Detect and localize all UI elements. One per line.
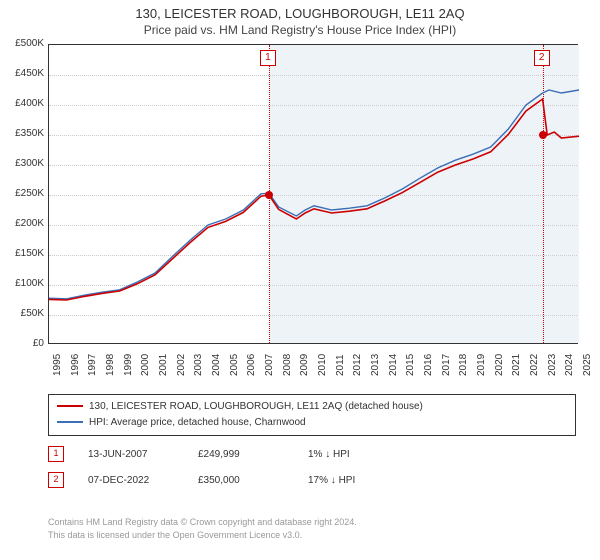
footer-line-2: This data is licensed under the Open Gov… — [48, 529, 580, 542]
x-tick-label: 2023 — [547, 354, 558, 376]
sale-table-row: 1 13-JUN-2007£249,9991% ↓ HPI — [48, 446, 580, 462]
sale-badge: 1 — [48, 446, 64, 462]
x-tick-label: 2000 — [140, 354, 151, 376]
x-tick-label: 2010 — [317, 354, 328, 376]
y-tick-label: £450K — [6, 68, 44, 79]
x-tick-label: 2002 — [176, 354, 187, 376]
sale-price: £249,999 — [198, 449, 308, 460]
x-tick-label: 2014 — [388, 354, 399, 376]
y-tick-label: £50K — [6, 308, 44, 319]
legend-label: 130, LEICESTER ROAD, LOUGHBOROUGH, LE11 … — [89, 401, 423, 412]
series-property — [49, 99, 579, 300]
sale-point-dot — [265, 191, 273, 199]
y-tick-label: £150K — [6, 248, 44, 259]
sale-delta: 17% ↓ HPI — [308, 475, 418, 486]
x-tick-label: 1995 — [52, 354, 63, 376]
sale-price: £350,000 — [198, 475, 308, 486]
x-tick-label: 2022 — [529, 354, 540, 376]
x-tick-label: 1999 — [123, 354, 134, 376]
x-tick-label: 2004 — [211, 354, 222, 376]
legend-row: HPI: Average price, detached house, Char… — [57, 415, 567, 431]
y-tick-label: £300K — [6, 158, 44, 169]
sale-point-dot — [539, 131, 547, 139]
series-hpi — [49, 90, 579, 299]
title-line-2: Price paid vs. HM Land Registry's House … — [0, 23, 600, 37]
y-tick-label: £400K — [6, 98, 44, 109]
x-tick-label: 2008 — [282, 354, 293, 376]
sale-marker: 2 — [534, 50, 550, 66]
chart-plot-area — [48, 44, 578, 344]
x-tick-label: 2025 — [582, 354, 593, 376]
y-tick-label: £250K — [6, 188, 44, 199]
footer: Contains HM Land Registry data © Crown c… — [48, 516, 580, 542]
sale-badge: 2 — [48, 472, 64, 488]
x-tick-label: 2005 — [229, 354, 240, 376]
sale-date: 13-JUN-2007 — [88, 449, 198, 460]
x-tick-label: 2006 — [246, 354, 257, 376]
title-line-1: 130, LEICESTER ROAD, LOUGHBOROUGH, LE11 … — [0, 6, 600, 21]
legend-label: HPI: Average price, detached house, Char… — [89, 417, 306, 428]
x-tick-label: 1997 — [87, 354, 98, 376]
x-tick-label: 2012 — [352, 354, 363, 376]
x-tick-label: 1998 — [105, 354, 116, 376]
x-tick-label: 2003 — [193, 354, 204, 376]
x-tick-label: 1996 — [70, 354, 81, 376]
x-tick-label: 2016 — [423, 354, 434, 376]
x-tick-label: 2024 — [564, 354, 575, 376]
x-tick-label: 2001 — [158, 354, 169, 376]
y-tick-label: £350K — [6, 128, 44, 139]
x-tick-label: 2015 — [405, 354, 416, 376]
y-tick-label: £100K — [6, 278, 44, 289]
footer-line-1: Contains HM Land Registry data © Crown c… — [48, 516, 580, 529]
y-tick-label: £500K — [6, 38, 44, 49]
x-tick-label: 2020 — [494, 354, 505, 376]
legend-row: 130, LEICESTER ROAD, LOUGHBOROUGH, LE11 … — [57, 399, 567, 415]
x-tick-label: 2017 — [441, 354, 452, 376]
x-tick-label: 2011 — [335, 354, 346, 376]
x-tick-label: 2013 — [370, 354, 381, 376]
sale-table-row: 2 07-DEC-2022£350,00017% ↓ HPI — [48, 472, 580, 488]
legend-swatch — [57, 405, 83, 407]
x-tick-label: 2019 — [476, 354, 487, 376]
sale-date: 07-DEC-2022 — [88, 475, 198, 486]
legend-box: 130, LEICESTER ROAD, LOUGHBOROUGH, LE11 … — [48, 394, 576, 436]
sale-marker: 1 — [260, 50, 276, 66]
x-tick-label: 2009 — [299, 354, 310, 376]
legend-swatch — [57, 421, 83, 423]
sale-delta: 1% ↓ HPI — [308, 449, 418, 460]
x-tick-label: 2021 — [511, 354, 522, 376]
x-tick-label: 2018 — [458, 354, 469, 376]
x-tick-label: 2007 — [264, 354, 275, 376]
y-tick-label: £0 — [6, 338, 44, 349]
y-tick-label: £200K — [6, 218, 44, 229]
